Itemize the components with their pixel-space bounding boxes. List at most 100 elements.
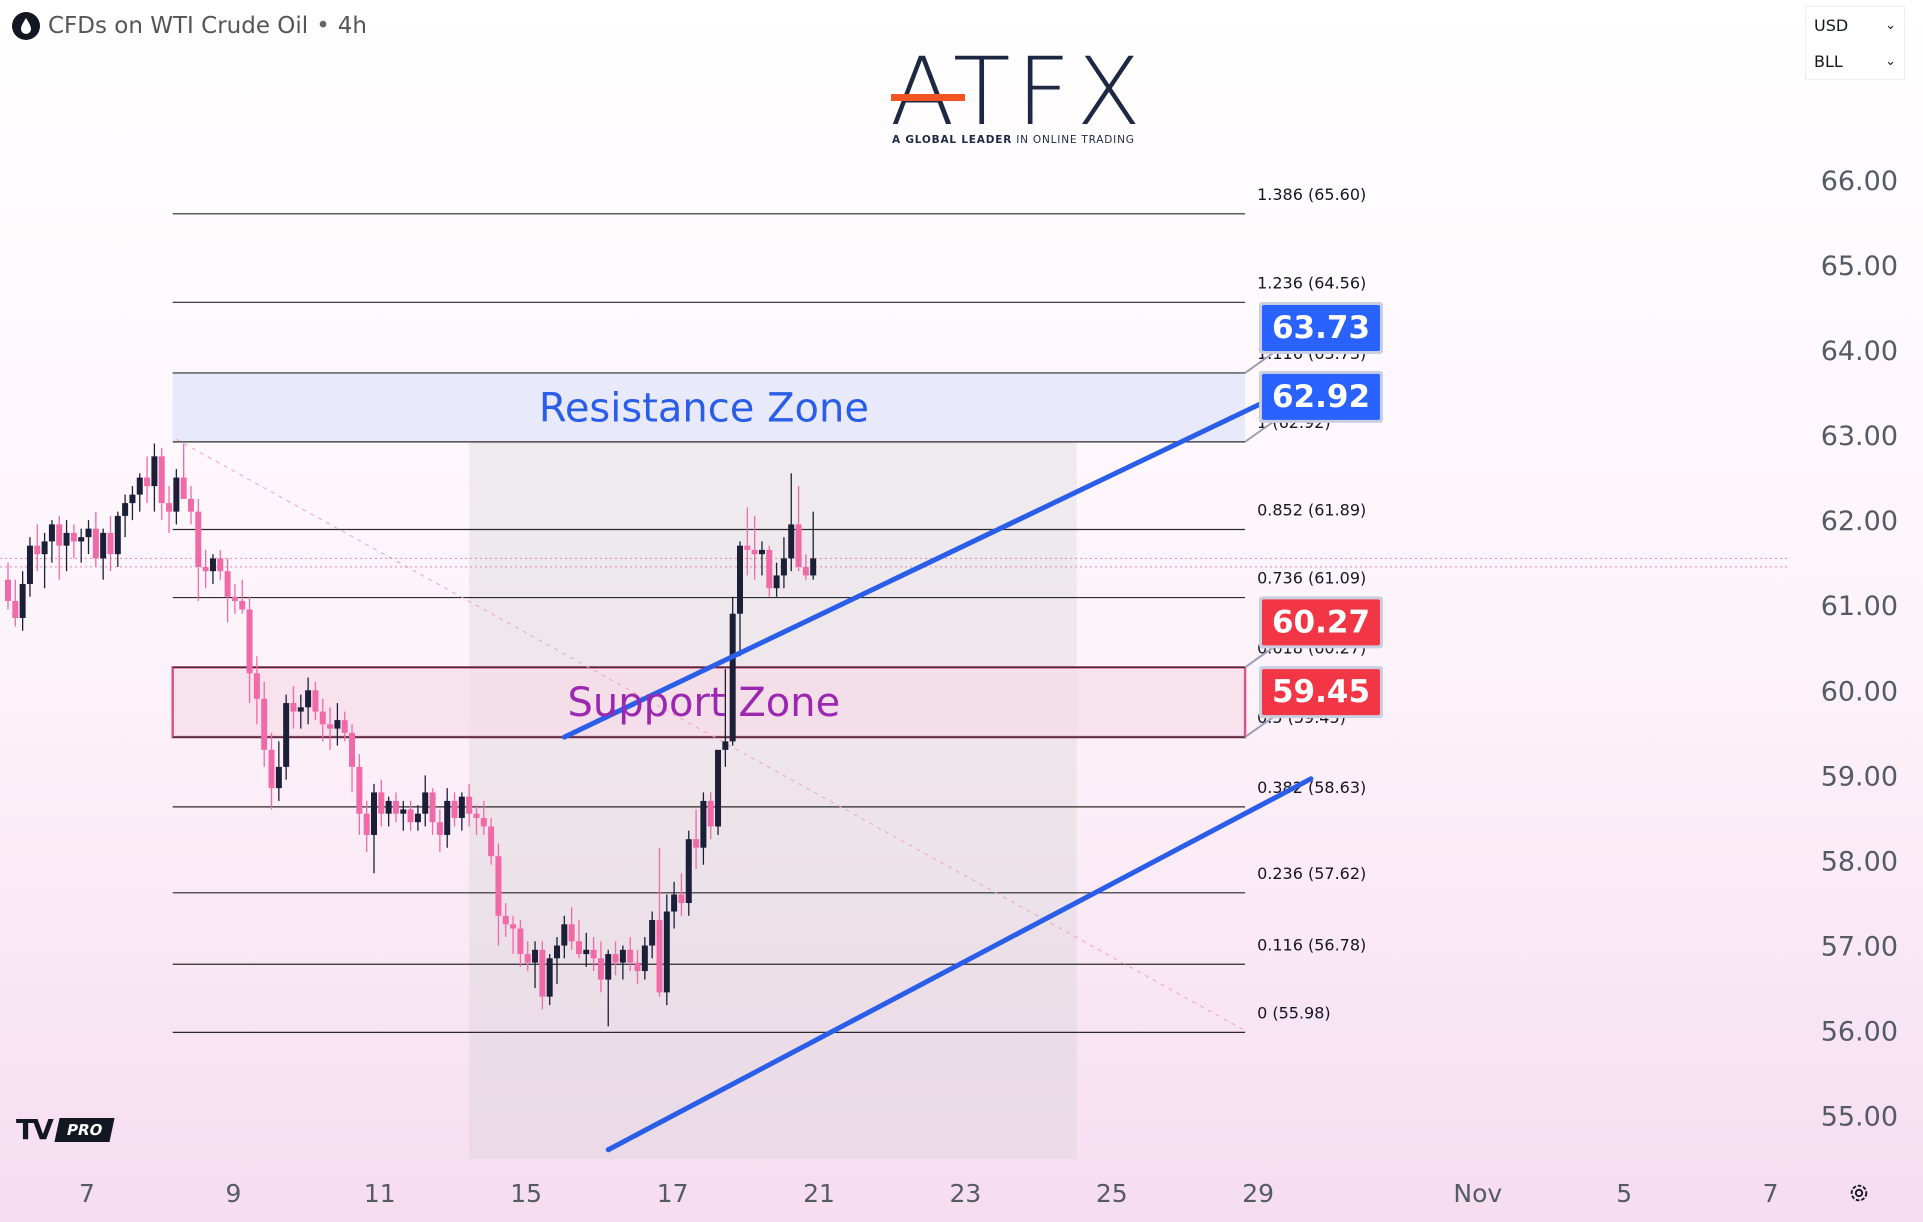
candle-body [634,962,641,972]
tradingview-logo[interactable]: TV PRO [16,1113,115,1146]
candle-body [597,958,604,980]
candle-body [371,792,377,835]
candle-body [568,924,575,942]
candle-body [605,954,612,980]
tv-mark: TV [16,1113,54,1146]
y-tick-label: 55.00 [1821,1102,1898,1133]
candle-body [663,911,670,993]
candle-body [114,515,121,555]
settings-icon[interactable] [1848,1182,1870,1204]
pro-badge: PRO [54,1117,115,1142]
candle-body [151,456,158,487]
oil-drop-icon [12,12,40,40]
y-tick-label: 61.00 [1821,591,1898,622]
candle-body [70,532,77,542]
unit-selector[interactable]: BLL ⌄ [1806,43,1904,79]
candle-body [744,545,751,550]
candle-body [619,949,626,963]
candle-body [685,839,692,904]
candle-body [297,707,304,712]
resistance-zone-label: Resistance Zone [539,385,869,431]
x-tick-label: 7 [1763,1179,1779,1208]
candle-body [283,703,290,767]
candle-body [488,826,495,857]
price-label-box [1262,373,1380,420]
candle-body [48,524,55,542]
y-tick-label: 60.00 [1821,676,1898,707]
candle-body [363,813,370,835]
candle-body [41,541,48,555]
candle-body [239,600,246,610]
candle-body [385,800,392,814]
candle-body [466,796,473,814]
symbol-title[interactable]: CFDs on WTI Crude Oil [48,13,309,39]
projection-shade [469,441,1077,1159]
title-separator: • [316,13,330,39]
candle-body [356,766,363,814]
chevron-down-icon: ⌄ [1885,17,1896,33]
candle-body [451,800,458,818]
candle-body [261,698,268,750]
candle-body [166,503,173,512]
candle-body [63,532,70,546]
channel-upper-line [561,377,1314,740]
currency-unit-panel: USD ⌄ BLL ⌄ [1805,6,1905,80]
candle-body [583,949,590,955]
x-tick-label: 5 [1616,1179,1632,1208]
candle-body [188,498,194,512]
candle-body [641,945,648,972]
candle-body [195,511,202,567]
fib-level-label: 0.736 (61.09) [1257,569,1366,588]
candle-body [305,690,312,708]
logo-tagline: A GLOBAL LEADER IN ONLINE TRADING [892,134,1135,146]
candle-body [180,477,187,499]
candle-body [400,809,407,814]
candle-body [788,524,795,559]
x-tick-label: 21 [803,1179,835,1208]
price-label-box [1262,669,1380,716]
price-label-pointer [1244,350,1277,374]
candle-body [458,796,465,818]
candle-body [539,949,546,997]
candle-body [349,732,356,767]
y-tick-label: 58.00 [1821,846,1898,877]
candle-body [312,690,319,712]
candle-body [217,558,224,572]
fib-level-label: 0.236 (57.62) [1257,864,1366,883]
currency-selector[interactable]: USD ⌄ [1806,7,1904,43]
candle-body [34,545,41,555]
candle-body [480,817,487,827]
fib-level-label: 1.386 (65.60) [1257,185,1366,204]
candle-body [729,613,736,742]
unit-value: BLL [1814,51,1843,71]
candle-body [546,958,553,997]
candle-body [246,609,253,674]
candle-body [5,579,11,601]
x-tick-label: 25 [1096,1179,1128,1208]
dashed-trendline [176,438,1246,1032]
candle-body [173,477,180,512]
candle-body [802,566,809,576]
x-tick-label: Nov [1453,1179,1502,1208]
interval-label[interactable]: 4h [337,13,367,39]
y-tick-label: 62.00 [1821,506,1898,537]
candle-body [253,673,260,699]
candle-body [502,915,509,925]
logo-wordmark: ATFX [890,38,1147,147]
candle-body [414,813,421,823]
candle-body [707,800,714,827]
fib-level-label: 0.116 (56.78) [1257,935,1366,954]
x-tick-label: 17 [657,1179,689,1208]
price-label-box [1262,599,1380,646]
fib-level-label: 0.852 (61.89) [1257,500,1366,519]
candle-body [656,920,663,993]
x-tick-label: 23 [949,1179,981,1208]
x-tick-label: 9 [225,1179,241,1208]
channel-lower-line [605,776,1314,1153]
currency-value: USD [1814,15,1849,35]
y-tick-label: 65.00 [1821,251,1898,282]
support-zone-label: Support Zone [568,680,841,726]
logo-tagline-bold: A GLOBAL LEADER [892,134,1013,146]
resistance-zone-rect [172,372,1246,442]
